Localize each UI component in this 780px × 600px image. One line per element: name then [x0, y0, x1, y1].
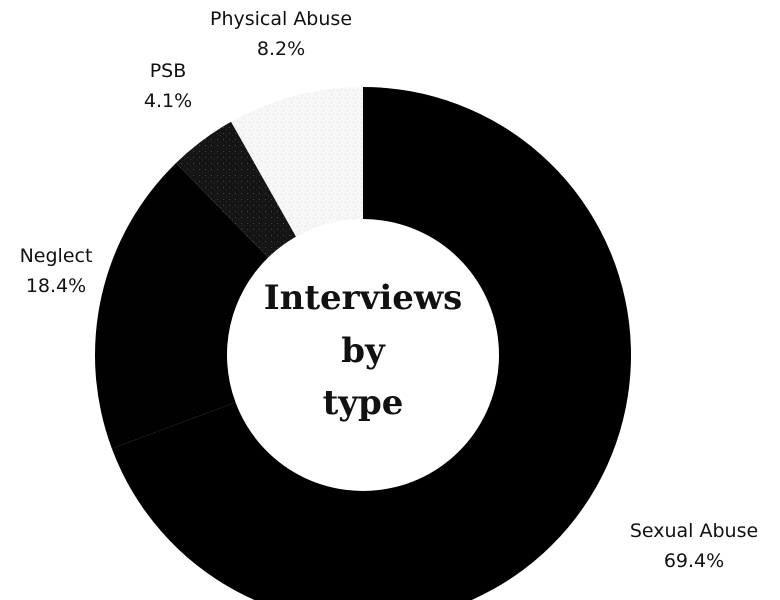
slice-label-value: 18.4%: [26, 275, 86, 297]
slice-label-value: 4.1%: [144, 90, 192, 112]
slice-label-name: PSB: [150, 60, 187, 82]
slice-label-name: Sexual Abuse: [630, 520, 758, 542]
slice-sexual-abuse: [111, 87, 632, 600]
slices-layer: [95, 87, 632, 600]
slice-label-name: Neglect: [20, 245, 93, 267]
slice-neglect: [95, 162, 269, 449]
slice-label-value: 8.2%: [257, 38, 305, 60]
slice-label-sexual-abuse: Sexual Abuse 69.4%: [630, 520, 758, 572]
slice-label-physical-abuse: Physical Abuse 8.2%: [210, 8, 352, 60]
slice-label-neglect: Neglect 18.4%: [20, 245, 93, 297]
center-title-line-1: Interviews: [264, 278, 463, 318]
slice-label-name: Physical Abuse: [210, 8, 352, 30]
slice-psb: [176, 121, 297, 258]
slice-label-value: 69.4%: [664, 550, 724, 572]
slice-physical-abuse: [231, 87, 363, 237]
center-title-line-3: type: [323, 383, 404, 423]
labels-layer: Sexual Abuse 69.4% Neglect 18.4% PSB 4.1% Phys…: [20, 8, 759, 572]
center-title-line-2: by: [341, 331, 386, 371]
slice-label-psb: PSB 4.1%: [144, 60, 192, 112]
